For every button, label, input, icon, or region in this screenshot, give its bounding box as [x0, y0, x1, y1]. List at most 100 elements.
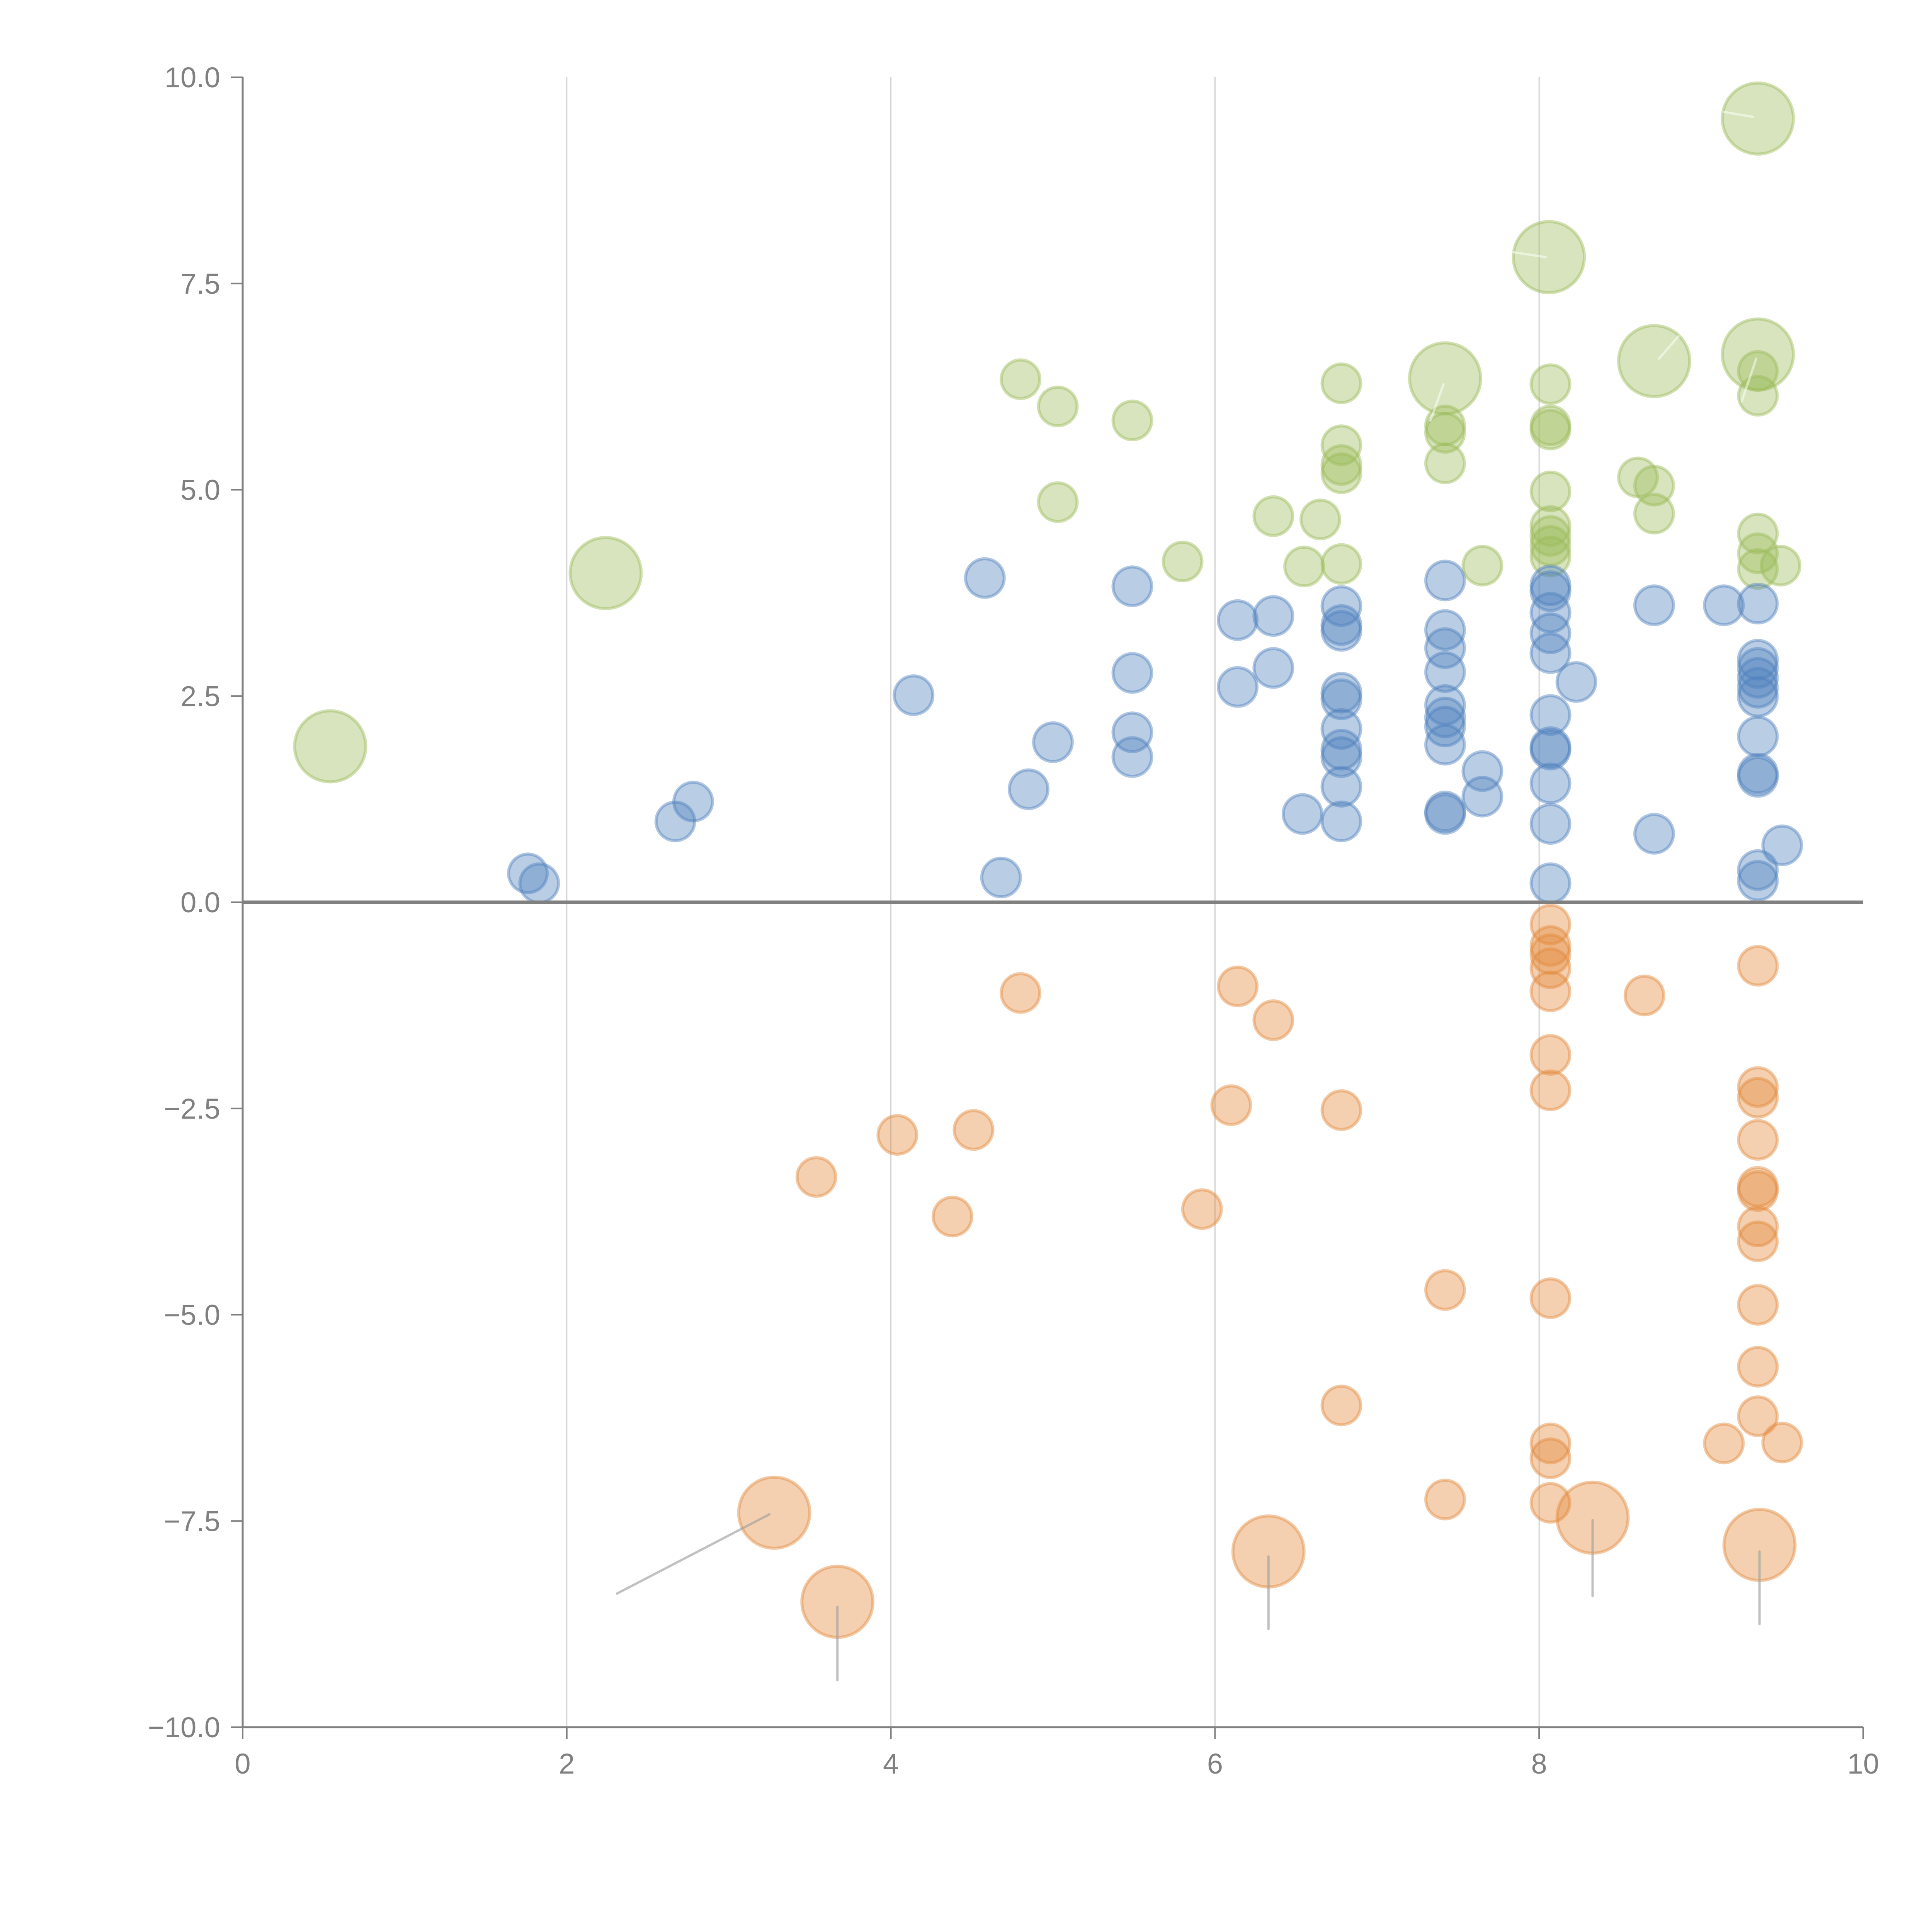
bubble-orange[interactable]	[737, 1475, 811, 1550]
bubble-orange[interactable]	[1737, 1077, 1779, 1119]
bubble-blue[interactable]	[1424, 609, 1466, 651]
bubble-green[interactable]	[1320, 362, 1362, 405]
bubble-green[interactable]	[1529, 525, 1571, 567]
bubble-blue[interactable]	[507, 852, 549, 895]
bubble-orange[interactable]	[1703, 1422, 1745, 1464]
bubble-blue[interactable]	[1320, 736, 1362, 778]
bubble-blue[interactable]	[1320, 604, 1362, 646]
bubble-blue[interactable]	[1529, 694, 1571, 736]
bubble-green[interactable]	[1037, 481, 1079, 523]
bubble-orange[interactable]	[1529, 970, 1571, 1012]
bubble-orange[interactable]	[1529, 1437, 1571, 1479]
bubble-blue[interactable]	[1111, 711, 1153, 753]
bubble-green[interactable]	[1737, 532, 1779, 574]
bubble-orange[interactable]	[1529, 1277, 1571, 1319]
bubble-blue[interactable]	[1737, 715, 1779, 757]
bubble-orange[interactable]	[1000, 972, 1042, 1014]
bubble-orange[interactable]	[1424, 1478, 1466, 1520]
bubble-blue[interactable]	[1320, 708, 1362, 750]
bubble-blue[interactable]	[1737, 657, 1779, 699]
bubble-green[interactable]	[293, 709, 367, 784]
bubble-green[interactable]	[1529, 404, 1571, 446]
bubble-blue[interactable]	[1529, 632, 1571, 674]
bubble-orange[interactable]	[1529, 1482, 1571, 1524]
bubble-orange[interactable]	[931, 1196, 973, 1238]
bubble-green[interactable]	[1320, 444, 1362, 486]
bubble-green[interactable]	[1037, 385, 1079, 427]
bubble-blue[interactable]	[1461, 776, 1503, 818]
bubble-blue[interactable]	[1737, 849, 1779, 891]
bubble-blue[interactable]	[1252, 647, 1294, 689]
bubble-orange[interactable]	[1737, 1206, 1779, 1248]
bubble-green[interactable]	[1737, 375, 1779, 417]
bubble-blue[interactable]	[1320, 678, 1362, 720]
bubble-orange[interactable]	[1252, 999, 1294, 1041]
bubble-orange[interactable]	[1737, 1395, 1779, 1437]
bubble-orange[interactable]	[1737, 1284, 1779, 1326]
bubble-green[interactable]	[1408, 341, 1482, 416]
bubble-blue[interactable]	[1217, 666, 1259, 708]
bubble-green[interactable]	[1320, 543, 1362, 585]
bubble-blue[interactable]	[1529, 612, 1571, 654]
bubble-orange[interactable]	[1529, 925, 1571, 967]
bubble-blue[interactable]	[1529, 729, 1571, 771]
bubble-green[interactable]	[1760, 544, 1802, 587]
bubble-blue[interactable]	[1320, 610, 1362, 652]
bubble-blue[interactable]	[1555, 661, 1597, 703]
bubble-orange[interactable]	[1424, 1269, 1466, 1311]
bubble-green[interactable]	[568, 536, 643, 611]
bubble-green[interactable]	[1283, 546, 1325, 588]
bubble-orange[interactable]	[1320, 1384, 1362, 1427]
bubble-blue[interactable]	[1761, 824, 1803, 866]
bubble-orange[interactable]	[1623, 975, 1665, 1017]
bubble-blue[interactable]	[1032, 721, 1074, 763]
bubble-orange[interactable]	[1217, 965, 1259, 1007]
bubble-green[interactable]	[1721, 81, 1795, 156]
bubble-orange[interactable]	[1529, 933, 1571, 975]
bubble-green[interactable]	[1512, 220, 1586, 294]
bubble-orange[interactable]	[1737, 1346, 1779, 1388]
bubble-green[interactable]	[1737, 548, 1779, 590]
bubble-orange[interactable]	[1529, 1422, 1571, 1464]
bubble-green[interactable]	[1529, 505, 1571, 547]
bubble-orange[interactable]	[1737, 1166, 1779, 1208]
bubble-green[interactable]	[1424, 412, 1466, 454]
bubble-blue[interactable]	[1737, 667, 1779, 709]
bubble-orange[interactable]	[1529, 903, 1571, 946]
bubble-green[interactable]	[1162, 541, 1204, 583]
bubble-blue[interactable]	[1737, 647, 1779, 689]
bubble-blue[interactable]	[1424, 651, 1466, 693]
bubble-blue[interactable]	[1320, 766, 1362, 808]
bubble-green[interactable]	[1320, 424, 1362, 466]
bubble-blue[interactable]	[1529, 726, 1571, 768]
bubble-blue[interactable]	[1111, 736, 1153, 778]
bubble-blue[interactable]	[1633, 584, 1675, 626]
bubble-green[interactable]	[1529, 408, 1571, 451]
bubble-blue[interactable]	[1281, 793, 1323, 835]
bubble-blue[interactable]	[1737, 676, 1779, 718]
bubble-green[interactable]	[1299, 498, 1342, 541]
bubble-orange[interactable]	[1320, 1089, 1362, 1131]
bubble-orange[interactable]	[1737, 1170, 1779, 1212]
bubble-orange[interactable]	[1761, 1422, 1803, 1464]
bubble-green[interactable]	[1529, 536, 1571, 578]
bubble-blue[interactable]	[1633, 813, 1675, 855]
bubble-orange[interactable]	[1737, 1066, 1779, 1108]
bubble-blue[interactable]	[1320, 672, 1362, 714]
bubble-green[interactable]	[1252, 495, 1294, 537]
bubble-blue[interactable]	[1008, 768, 1050, 810]
bubble-blue[interactable]	[980, 856, 1022, 898]
bubble-blue[interactable]	[1320, 729, 1362, 771]
bubble-orange[interactable]	[1181, 1188, 1223, 1230]
bubble-blue[interactable]	[1529, 565, 1571, 607]
bubble-blue[interactable]	[1529, 862, 1571, 904]
bubble-blue[interactable]	[1461, 750, 1503, 792]
bubble-blue[interactable]	[1703, 584, 1745, 626]
bubble-orange[interactable]	[1529, 1034, 1571, 1076]
bubble-blue[interactable]	[1252, 595, 1294, 637]
bubble-blue[interactable]	[964, 557, 1006, 599]
bubble-green[interactable]	[1424, 404, 1466, 446]
bubble-blue[interactable]	[1111, 652, 1153, 694]
bubble-green[interactable]	[1633, 464, 1675, 507]
bubble-blue[interactable]	[1737, 860, 1779, 902]
